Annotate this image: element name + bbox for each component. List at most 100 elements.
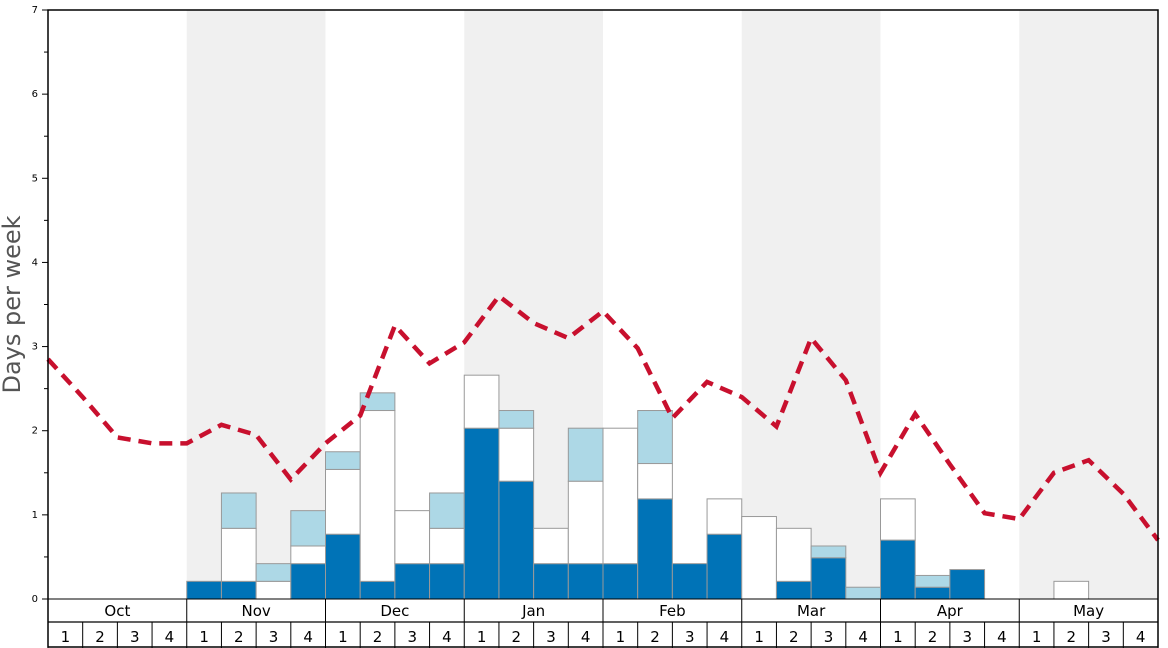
bar-segment-dark-blue: [775, 580, 812, 600]
y-axis-label: Days per week: [0, 215, 26, 393]
bar-segment-white: [325, 468, 361, 535]
bar-segment-dark-blue: [671, 563, 708, 600]
bar-segment-dark-blue: [429, 563, 465, 600]
month-label: Oct: [104, 602, 130, 620]
bar-segment-light-blue: [567, 427, 604, 482]
month-shading: [186, 10, 1158, 599]
y-tick-label: 3: [32, 342, 38, 353]
week-label: 3: [824, 628, 834, 646]
bar-segment-dark-blue: [914, 586, 951, 600]
week-label: 2: [650, 628, 660, 646]
trend-line-group: [46, 292, 1160, 542]
bar-segment-light-blue: [325, 451, 361, 470]
y-axis: 0 1 2 3 4 5 6 7: [32, 5, 48, 605]
bar-segment-white: [463, 374, 500, 429]
week-label: 3: [962, 628, 972, 646]
y-tick-label: 7: [32, 5, 38, 16]
bar-segment-white: [775, 527, 812, 582]
bar-segment-light-blue: [914, 574, 951, 588]
month-label: Nov: [241, 602, 270, 620]
bar-segment-dark-blue: [186, 580, 222, 600]
bar-segment-light-blue: [255, 563, 292, 582]
week-label: 4: [720, 628, 730, 646]
week-label: 2: [373, 628, 383, 646]
week-label: 2: [234, 628, 244, 646]
week-label: 2: [95, 628, 105, 646]
bars: [186, 374, 1090, 600]
bar-segment-dark-blue: [463, 427, 500, 600]
month-label: Dec: [380, 602, 409, 620]
week-label: 3: [685, 628, 695, 646]
month-shade: [1019, 10, 1158, 599]
month-label: Apr: [937, 602, 964, 620]
week-label: 1: [61, 628, 71, 646]
month-label: Jan: [521, 602, 545, 620]
week-label: 4: [303, 628, 313, 646]
bar-segment-light-blue: [810, 545, 847, 559]
bar-segment-light-blue: [220, 492, 257, 529]
bar-segment-light-blue: [290, 510, 326, 547]
bar-segment-white: [498, 427, 535, 482]
y-tick-label: 5: [32, 173, 38, 184]
bar-segment-dark-blue: [498, 480, 535, 600]
bar-segment-white: [567, 480, 604, 565]
bar-segment-light-blue: [498, 410, 535, 429]
bar-segment-dark-blue: [949, 569, 986, 600]
bar-segment-light-blue: [429, 492, 465, 529]
bar-segment-white: [706, 498, 743, 535]
week-label: 3: [407, 628, 417, 646]
bar-segment-dark-blue: [706, 533, 743, 600]
week-label: 3: [546, 628, 556, 646]
plot-frame: [47, 9, 1159, 648]
week-label: 4: [442, 628, 452, 646]
week-label: 2: [512, 628, 522, 646]
bar-segment-light-blue: [845, 586, 881, 600]
bar-segment-light-blue: [637, 410, 673, 465]
bar-segment-white: [359, 410, 396, 582]
bar-segment-white: [602, 427, 639, 565]
week-label: 1: [199, 628, 209, 646]
bar-segment-white: [741, 516, 777, 600]
week-label: 4: [165, 628, 175, 646]
week-label: 1: [477, 628, 487, 646]
bar-segment-white: [637, 463, 673, 500]
y-tick-label: 6: [32, 89, 38, 100]
bar-segment-white: [880, 498, 916, 541]
week-label: 2: [789, 628, 799, 646]
bar-segment-dark-blue: [637, 498, 673, 600]
week-label: 1: [893, 628, 903, 646]
bar-segment-dark-blue: [359, 580, 396, 600]
bar-segment-white: [290, 545, 326, 565]
week-label: 4: [1136, 628, 1146, 646]
bar-segment-dark-blue: [880, 539, 916, 600]
y-tick-label: 4: [32, 257, 38, 268]
week-label: 4: [581, 628, 591, 646]
week-label: 3: [269, 628, 279, 646]
week-label: 2: [928, 628, 938, 646]
bar-segment-dark-blue: [220, 580, 257, 600]
bar-segment-white: [429, 527, 465, 565]
week-label: 4: [858, 628, 868, 646]
bar-segment-white: [255, 580, 292, 600]
month-label: Feb: [659, 602, 686, 620]
week-label: 2: [1067, 628, 1077, 646]
month-label: May: [1073, 602, 1104, 620]
week-label: 1: [1032, 628, 1042, 646]
bar-segment-white: [533, 527, 569, 565]
trend-line: [46, 292, 1160, 542]
x-axis: Oct Nov Dec Jan Feb Mar Apr May 1 2 3 4 1 2 3 4 1 2 3 4 1 2 3 4…: [47, 598, 1159, 648]
y-tick-label: 0: [32, 594, 38, 605]
bar-segment-white: [394, 510, 431, 565]
bar-segment-dark-blue: [810, 557, 847, 600]
week-label: 1: [754, 628, 764, 646]
month-label: Mar: [797, 602, 826, 620]
bar-segment-dark-blue: [567, 563, 604, 600]
bar-segment-dark-blue: [290, 563, 326, 600]
week-label: 1: [338, 628, 348, 646]
y-tick-label: 2: [32, 426, 38, 437]
bar-segment-dark-blue: [325, 533, 361, 600]
bar-segment-dark-blue: [394, 563, 431, 600]
week-label: 4: [997, 628, 1007, 646]
y-tick-label: 1: [32, 510, 38, 521]
